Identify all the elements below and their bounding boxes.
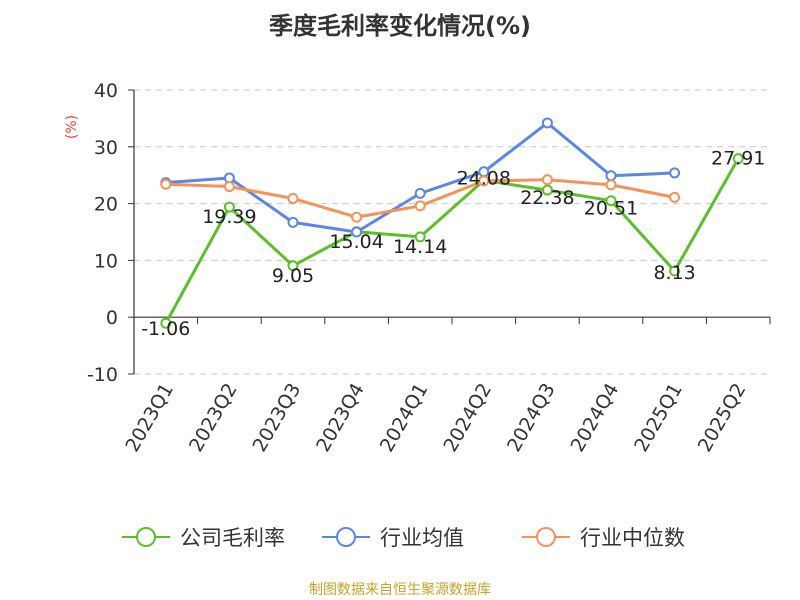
x-tick-label: 2025Q1 [630, 380, 687, 456]
legend-label: 公司毛利率 [180, 526, 285, 550]
y-tick-label: 10 [94, 250, 118, 272]
x-tick-label: 2024Q2 [439, 380, 496, 456]
series-point-2 [160, 178, 172, 190]
data-label: 20.51 [584, 198, 638, 220]
series-point-0 [160, 317, 172, 329]
data-labels: -1.06 19.39 9.05 15.04 14.14 24.08 22.38 20.51 8… [141, 148, 765, 341]
x-tick-label: 2024Q1 [376, 380, 433, 456]
series-point-2 [669, 191, 681, 203]
series-point-1 [541, 117, 553, 129]
x-tick-label: 2023Q1 [121, 380, 178, 456]
data-label: 14.14 [393, 236, 447, 258]
series-point-0 [223, 201, 235, 213]
legend-label: 行业均值 [380, 526, 464, 550]
data-label: -1.06 [141, 318, 190, 340]
series-point-2 [287, 192, 299, 204]
series-point-1 [287, 216, 299, 228]
x-tick-label: 2025Q2 [694, 380, 751, 456]
x-tick-label: 2023Q3 [249, 380, 306, 456]
series-point-2 [478, 175, 490, 187]
data-label: 22.38 [520, 187, 574, 209]
x-tick-label: 2024Q3 [503, 380, 560, 456]
series-point-0 [287, 260, 299, 272]
series-point-1 [351, 226, 363, 238]
legend-item-0[interactable]: 公司毛利率 [122, 526, 285, 550]
y-axis-label: (%) [64, 115, 80, 139]
series-point-1 [605, 170, 617, 182]
x-tick-label: 2023Q4 [312, 380, 369, 456]
y-tick-label: 40 [94, 80, 118, 102]
series-point-0 [605, 195, 617, 207]
data-label: 9.05 [272, 265, 314, 287]
x-tick-label: 2023Q2 [185, 380, 242, 456]
series-point-2 [541, 174, 553, 186]
data-label: 24.08 [457, 167, 511, 189]
gridlines [134, 89, 770, 375]
chart-title: 季度毛利率变化情况(%) [269, 12, 531, 40]
series-line-0 [164, 157, 740, 324]
data-source-note: 制图数据来自恒生聚源数据库 [309, 582, 491, 598]
series [160, 117, 744, 329]
data-label: 15.04 [329, 231, 383, 253]
data-label: 19.39 [202, 206, 256, 228]
series-point-2 [223, 181, 235, 193]
y-tick-label: 20 [94, 194, 118, 216]
y-tick-label: 30 [94, 137, 118, 159]
y-tick-label: -10 [87, 364, 118, 386]
data-label: 27.91 [711, 148, 765, 170]
series-point-2 [605, 179, 617, 191]
legend-item-2[interactable]: 行业中位数 [522, 526, 685, 550]
series-point-1 [669, 167, 681, 179]
legend-marker [336, 527, 356, 547]
series-point-0 [669, 265, 681, 277]
legend-item-1[interactable]: 行业均值 [322, 526, 464, 550]
x-tick-label: 2024Q4 [567, 380, 624, 456]
legend-marker [536, 527, 556, 547]
legend[interactable]: 公司毛利率 行业均值 行业中位数 [122, 526, 685, 550]
y-tick-label: 0 [106, 307, 118, 329]
series-point-2 [351, 211, 363, 223]
series-point-0 [732, 153, 744, 165]
series-point-1 [414, 187, 426, 199]
legend-marker [136, 527, 156, 547]
series-point-0 [541, 184, 553, 196]
legend-label: 行业中位数 [580, 526, 685, 550]
series-point-0 [414, 231, 426, 243]
data-label: 8.13 [653, 262, 695, 284]
series-point-2 [414, 200, 426, 212]
